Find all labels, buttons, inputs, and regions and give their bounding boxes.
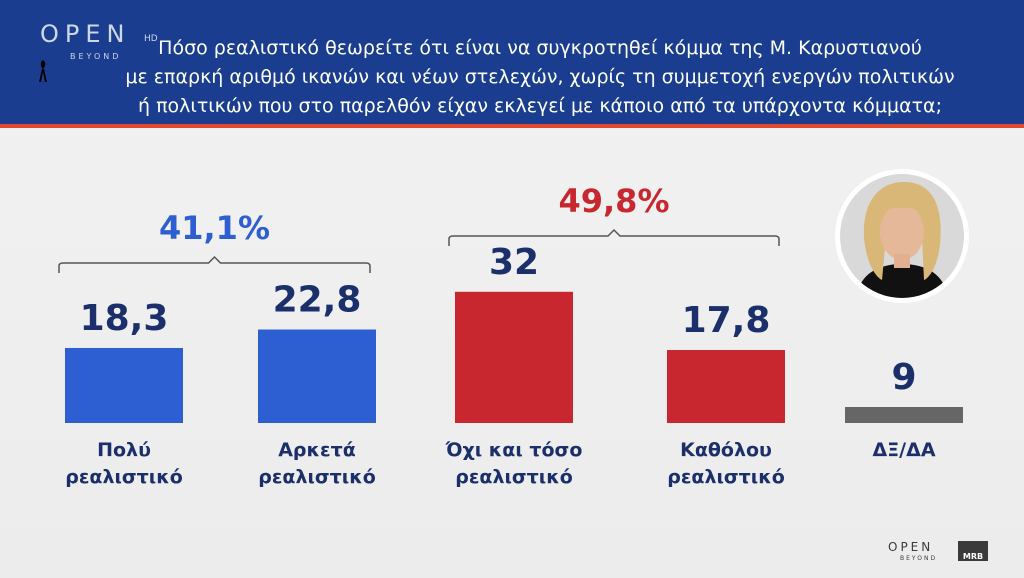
- question-line-3: ή πολιτικών που στο παρελθόν είχαν εκλεγ…: [138, 95, 942, 117]
- bar-3: [455, 291, 573, 423]
- category-label-4-line-2: ρεαλιστικό: [667, 466, 785, 488]
- question-line-2: με επαρκή αριθμό ικανών και νέων στελεχώ…: [125, 66, 955, 88]
- channel-hd-label: HD: [144, 34, 158, 44]
- survey-question: Πόσο ρεαλιστικό θεωρείτε ότι είναι να συ…: [60, 34, 1020, 121]
- group-bracket-1: [58, 255, 371, 273]
- mrb-logo: MRB: [958, 541, 988, 561]
- category-label-1-line-2: ρεαλιστικό: [65, 466, 183, 488]
- category-label-3-line-2: ρεαλιστικό: [455, 466, 573, 488]
- value-label-5: 9: [891, 357, 916, 398]
- value-label-4: 17,8: [682, 300, 771, 341]
- group-bracket-2: [448, 228, 780, 246]
- mourning-ribbon-icon: [39, 60, 47, 82]
- group-total-label-1: 41,1%: [159, 209, 270, 247]
- bar-2: [258, 329, 376, 423]
- category-label-2-line-2: ρεαλιστικό: [258, 466, 376, 488]
- category-label-5-line-1: ΔΞ/ΔΑ: [872, 439, 935, 461]
- category-label-2-line-1: Αρκετά: [278, 439, 356, 461]
- bar-1: [65, 347, 183, 423]
- category-label-4-line-1: Καθόλου: [680, 439, 772, 461]
- header-banner: OPEN HD BEYOND Πόσο ρεαλιστικό θεωρείτε …: [0, 0, 1024, 128]
- category-label-1-line-1: Πολύ: [97, 439, 151, 461]
- value-label-1: 18,3: [80, 298, 169, 339]
- channel-logo-sub: BEYOND: [70, 52, 122, 61]
- group-total-label-2: 49,8%: [558, 182, 669, 220]
- question-line-1: Πόσο ρεαλιστικό θεωρείτε ότι είναι να συ…: [158, 37, 922, 59]
- portrait-image: [835, 169, 969, 303]
- bar-5: [845, 407, 963, 423]
- footer-logo: OPEN: [888, 540, 934, 554]
- value-label-2: 22,8: [273, 280, 362, 321]
- portrait-avatar: [834, 168, 970, 304]
- bar-4: [667, 350, 785, 423]
- value-label-3: 32: [489, 242, 539, 283]
- channel-logo: OPEN: [40, 20, 131, 48]
- footer-logo-sub: BEYOND: [900, 555, 938, 562]
- category-label-3-line-1: Όχι και τόσο: [445, 439, 583, 461]
